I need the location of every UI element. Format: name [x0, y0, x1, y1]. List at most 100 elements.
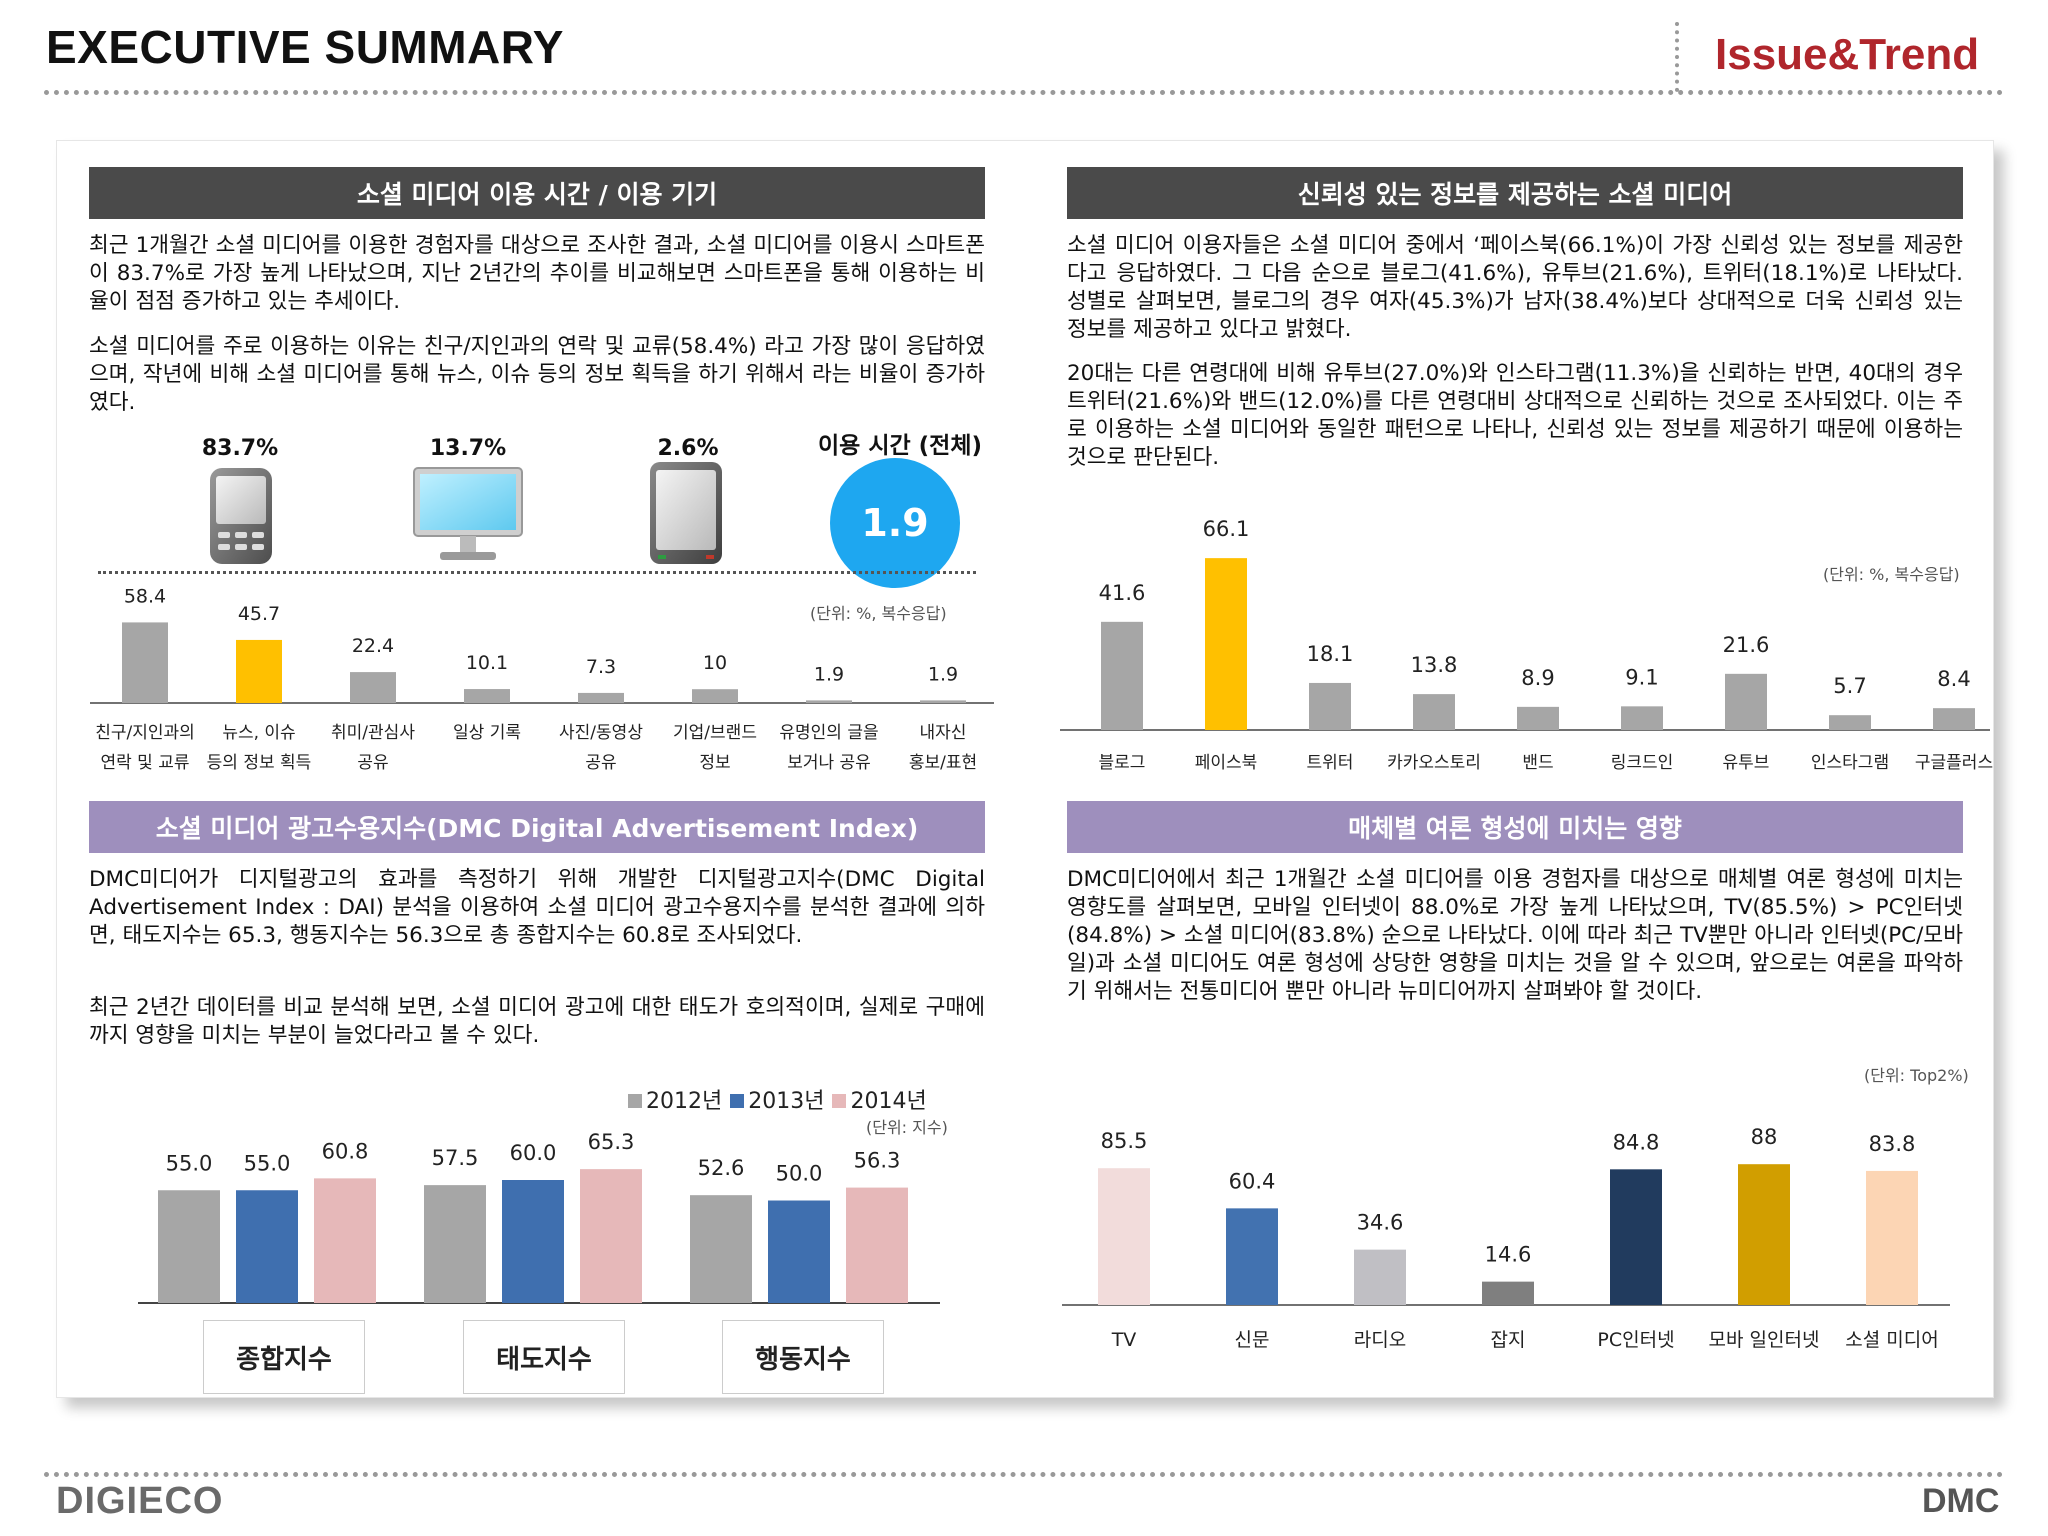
reasons-category-label: 기업/브랜드 [673, 723, 757, 743]
device-smartphone-value: 83.7% [201, 436, 279, 461]
media-bar [1610, 1169, 1662, 1305]
dai-value-label: 60.8 [322, 1139, 369, 1163]
page-title: EXECUTIVE SUMMARY [46, 21, 564, 73]
trust-category-label: 링크드인 [1611, 753, 1674, 773]
dai-category-behavior: 행동지수 [722, 1320, 884, 1394]
reasons-value-label: 58.4 [124, 585, 166, 607]
media-bar [1738, 1164, 1790, 1305]
trust-bar [1933, 708, 1975, 730]
dai-bar [768, 1200, 830, 1303]
media-value-label: 34.6 [1357, 1211, 1404, 1235]
header-divider [1675, 22, 1679, 92]
trust-bar [1101, 621, 1143, 730]
trust-category-label: 카카오스토리 [1387, 753, 1481, 773]
smartphone-icon [210, 468, 272, 564]
dai-category-composite: 종합지수 [203, 1320, 365, 1394]
media-value-label: 85.5 [1101, 1129, 1148, 1153]
dai-bar [580, 1169, 642, 1303]
media-bar [1482, 1281, 1534, 1305]
footer-dotted-rule [44, 1472, 2004, 1477]
reasons-value-label: 45.7 [238, 603, 280, 625]
dai-bar [846, 1187, 908, 1303]
section-trust-paragraph-2: 20대는 다른 연령대에 비해 유투브(27.0%)와 인스타그램(11.3%)… [1067, 361, 1963, 470]
trust-category-label: 유투브 [1723, 753, 1770, 773]
reasons-category-label: 취미/관심사 [331, 723, 415, 743]
media-value-label: 14.6 [1485, 1243, 1532, 1267]
reasons-value-label: 22.4 [352, 635, 394, 657]
dai-bar [236, 1190, 298, 1303]
trust-category-label: 밴드 [1522, 753, 1553, 773]
media-category-label: 신문 [1235, 1329, 1270, 1351]
reasons-unit-label: (단위: %, 복수응답) [810, 604, 947, 623]
header-dotted-rule [44, 90, 2004, 95]
reasons-bar [350, 672, 396, 703]
dai-category-attitude: 태도지수 [463, 1320, 625, 1394]
trust-value-label: 8.9 [1521, 666, 1554, 690]
section-heading-media: 매체별 여론 형성에 미치는 영향 [1067, 801, 1963, 853]
dai-value-label: 50.0 [776, 1162, 823, 1186]
media-category-label: TV [1111, 1329, 1137, 1351]
trust-value-label: 18.1 [1307, 642, 1354, 666]
usage-time-badge: 1.9 [830, 458, 960, 588]
media-category-label: 소셜 미디어 [1845, 1329, 1938, 1351]
legend-item-2012: 2012년 [628, 1083, 722, 1115]
legend-item-2013: 2013년 [730, 1083, 824, 1115]
trust-value-label: 5.7 [1833, 674, 1866, 698]
trust-value-label: 41.6 [1099, 581, 1146, 605]
dai-value-label: 65.3 [588, 1130, 635, 1154]
media-bar [1354, 1249, 1406, 1305]
summary-card [56, 140, 1994, 1398]
reasons-category-label: 보거나 공유 [787, 753, 871, 773]
trust-value-label: 13.8 [1411, 653, 1458, 677]
trust-bar [1725, 673, 1767, 730]
reasons-category-label: 뉴스, 이슈 [222, 723, 295, 743]
tablet-icon [650, 462, 722, 564]
section-heading-dai: 소셜 미디어 광고수용지수(DMC Digital Advertisement … [89, 801, 985, 853]
dai-value-label: 57.5 [432, 1146, 479, 1170]
reasons-value-label: 10 [703, 652, 727, 674]
reasons-category-label: 내자신 [920, 723, 967, 743]
media-bar [1866, 1170, 1918, 1305]
section-dai-paragraph-1: DMC미디어가 디지털광고의 효과를 측정하기 위해 개발한 디지털광고지수(D… [89, 867, 985, 948]
section-heading-trust: 신뢰성 있는 정보를 제공하는 소셜 미디어 [1067, 167, 1963, 219]
reasons-category-label: 홍보/표현 [909, 753, 977, 773]
media-unit-label: (단위: Top2%) [1864, 1066, 1969, 1085]
dai-unit-label: (단위: 지수) [866, 1118, 948, 1137]
desktop-monitor-icon [413, 467, 523, 560]
trust-bar [1829, 715, 1871, 730]
media-bar [1226, 1208, 1278, 1305]
trust-value-label: 8.4 [1937, 667, 1970, 691]
footer-digieco-logo: DIGIECO [56, 1480, 224, 1522]
dai-value-label: 60.0 [510, 1141, 557, 1165]
usage-time-value: 1.9 [861, 501, 929, 545]
reasons-value-label: 1.9 [928, 663, 958, 685]
trust-value-label: 66.1 [1203, 517, 1250, 541]
reasons-bar [692, 689, 738, 703]
dai-grouped-bar-chart: 55.0 55.0 60.8 57.5 60.0 65.3 52.6 50.0 56.3 [138, 1130, 940, 1304]
trust-bar-chart: 41.6 블로그 66.1 페이스북 18.1 트위터 13.8 카카오스토리 8.9 밴드 9.1… [1060, 517, 1993, 773]
reasons-bar [806, 700, 852, 703]
reasons-category-label: 공유 [585, 753, 616, 773]
dai-bar [158, 1190, 220, 1303]
media-value-label: 88 [1751, 1125, 1778, 1149]
media-category-label: PC인터넷 [1597, 1329, 1674, 1351]
brand-logo: Issue&Trend [1715, 30, 1980, 79]
reasons-bar [236, 639, 282, 703]
reasons-bar [464, 689, 510, 703]
section-trust-paragraph-1: 소셜 미디어 이용자들은 소셜 미디어 중에서 ‘페이스북(66.1%)이 가장… [1067, 233, 1963, 342]
trust-bar [1309, 682, 1351, 730]
trust-bar [1517, 706, 1559, 730]
dai-legend: 2012년 2013년 2014년 [628, 1083, 927, 1115]
dai-value-label: 55.0 [166, 1151, 213, 1175]
section-dai-paragraph-2: 최근 2년간 데이터를 비교 분석해 보면, 소셜 미디어 광고에 대한 태도가… [89, 995, 985, 1048]
section-media-paragraph-1: DMC미디어에서 최근 1개월간 소셜 미디어를 이용 경험자를 대상으로 매체… [1067, 867, 1963, 1004]
legend-item-2014: 2014년 [832, 1083, 927, 1115]
media-category-label: 라디오 [1354, 1329, 1406, 1351]
dai-bar [314, 1178, 376, 1303]
trust-category-label: 인스타그램 [1811, 753, 1889, 773]
reasons-category-label: 일상 기록 [453, 723, 521, 743]
trust-bar [1621, 706, 1663, 730]
trust-category-label: 블로그 [1099, 753, 1146, 773]
dai-bar [502, 1180, 564, 1303]
